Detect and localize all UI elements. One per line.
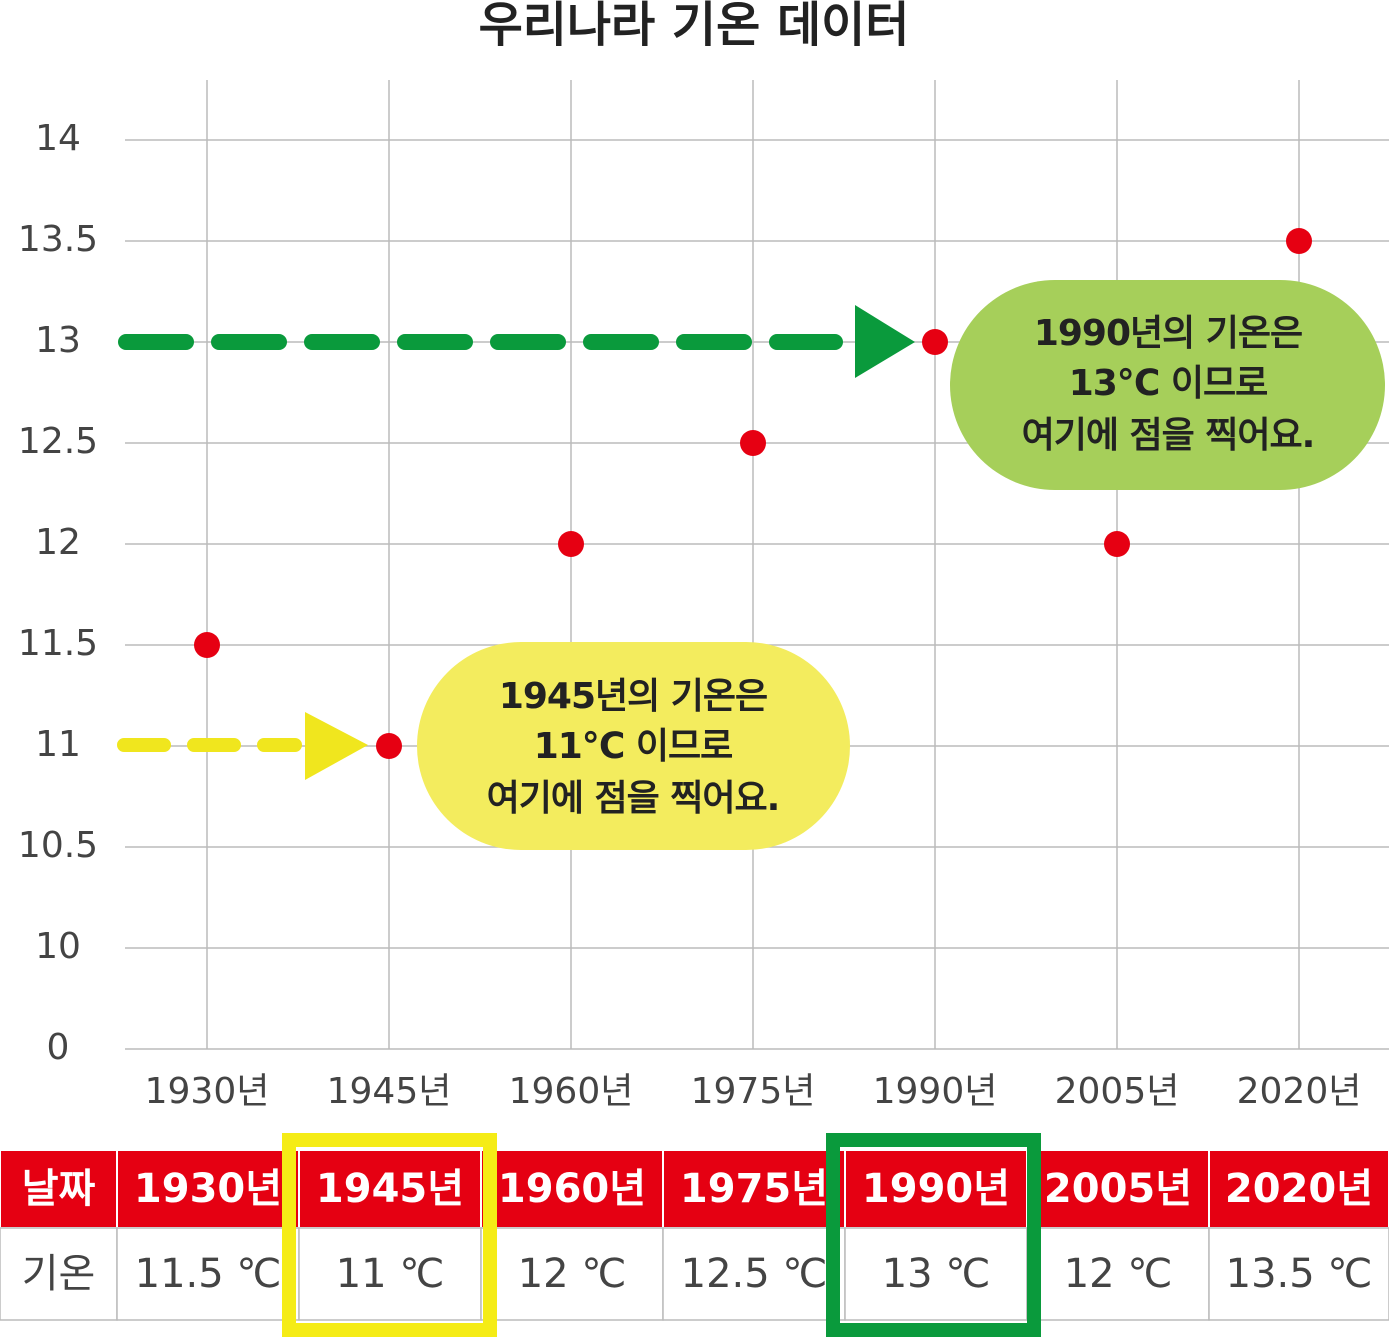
cell-text: 기온 [22, 1251, 96, 1297]
highlight-box [282, 1133, 497, 1337]
callout-text: 여기에 점을 찍어요. [1022, 415, 1315, 456]
cell [480, 1227, 664, 1321]
cell [1208, 1227, 1389, 1321]
header-text: 1960년 [498, 1166, 646, 1212]
point [376, 733, 402, 759]
header-text: 날짜 [22, 1166, 96, 1212]
point [558, 531, 584, 557]
cell-text: 11 ℃ [336, 1251, 445, 1297]
x-tick-label: 1975년 [691, 1071, 816, 1112]
yellow-arrow [117, 712, 368, 780]
y-tick-label: 12.5 [18, 421, 98, 462]
point [194, 632, 220, 658]
y-tick-label: 10 [35, 926, 81, 967]
callout-box [417, 642, 850, 850]
callout-box [950, 280, 1385, 490]
header-cell [298, 1149, 482, 1229]
callout: 1990년의 기온은 13℃ 이므로 여기에 점을 찍어요. [950, 280, 1385, 490]
callout-text: 여기에 점을 찍어요. [487, 778, 780, 819]
callout-text: 13℃ 이므로 [1069, 363, 1268, 404]
point [922, 329, 948, 355]
cell [116, 1227, 300, 1321]
header-text: 2005년 [1044, 1166, 1192, 1212]
cell-text: 11.5 ℃ [135, 1251, 282, 1297]
green-arrow [118, 305, 915, 378]
callout-text: 1945년의 기온은 [499, 676, 767, 717]
y-tick-label: 11.5 [18, 623, 98, 664]
header-text: 1975년 [680, 1166, 828, 1212]
header-text: 1930년 [134, 1166, 282, 1212]
point [1104, 531, 1130, 557]
x-tick-label: 2020년 [1237, 1071, 1362, 1112]
chart-title: 우리나라 기온 데이터 [479, 0, 910, 53]
header-cell [1026, 1149, 1210, 1229]
cell [298, 1227, 482, 1321]
grid: 0 10 10.5 11 11.5 12 12.5 13 13.5 14 1930년 1945년 196… [18, 80, 1389, 1112]
cell [662, 1227, 846, 1321]
cell-text: 12.5 ℃ [681, 1251, 828, 1297]
header-cell [662, 1149, 846, 1229]
header-text: 2020년 [1225, 1166, 1373, 1212]
y-tick-label: 10.5 [18, 825, 98, 866]
cell [0, 1227, 118, 1321]
x-tick-label: 1960년 [509, 1071, 634, 1112]
y-tick-label: 13 [35, 320, 81, 361]
y-tick-label: 12 [35, 522, 81, 563]
callout-text: 1990년의 기온은 [1034, 313, 1302, 354]
highlight-box [826, 1133, 1041, 1337]
cell-text: 13 ℃ [882, 1251, 991, 1297]
point [740, 430, 766, 456]
cell-text: 12 ℃ [1064, 1251, 1173, 1297]
point [1286, 228, 1312, 254]
y-tick-label: 11 [35, 724, 81, 765]
header-cell [116, 1149, 300, 1229]
callout: 1945년의 기온은 11℃ 이므로 여기에 점을 찍어요. [417, 642, 850, 850]
x-tick-label: 1930년 [145, 1071, 270, 1112]
x-tick-label: 2005년 [1055, 1071, 1180, 1112]
x-tick-label: 1945년 [327, 1071, 452, 1112]
y-tick-label: 14 [35, 118, 81, 159]
cell [1026, 1227, 1210, 1321]
marks [194, 228, 1312, 759]
cell-text: 13.5 ℃ [1226, 1251, 1373, 1297]
header-cell [1208, 1149, 1389, 1229]
header-cell [480, 1149, 664, 1229]
arrow-head [855, 305, 915, 378]
arrow-head [305, 712, 368, 780]
callout-text: 11℃ 이므로 [534, 726, 733, 767]
header-text: 1945년 [316, 1166, 464, 1212]
cell-text: 12 ℃ [518, 1251, 627, 1297]
y-tick-label: 13.5 [18, 219, 98, 260]
header-text: 1990년 [862, 1166, 1010, 1212]
y-tick-label: 0 [47, 1027, 70, 1068]
x-tick-label: 1990년 [873, 1071, 998, 1112]
